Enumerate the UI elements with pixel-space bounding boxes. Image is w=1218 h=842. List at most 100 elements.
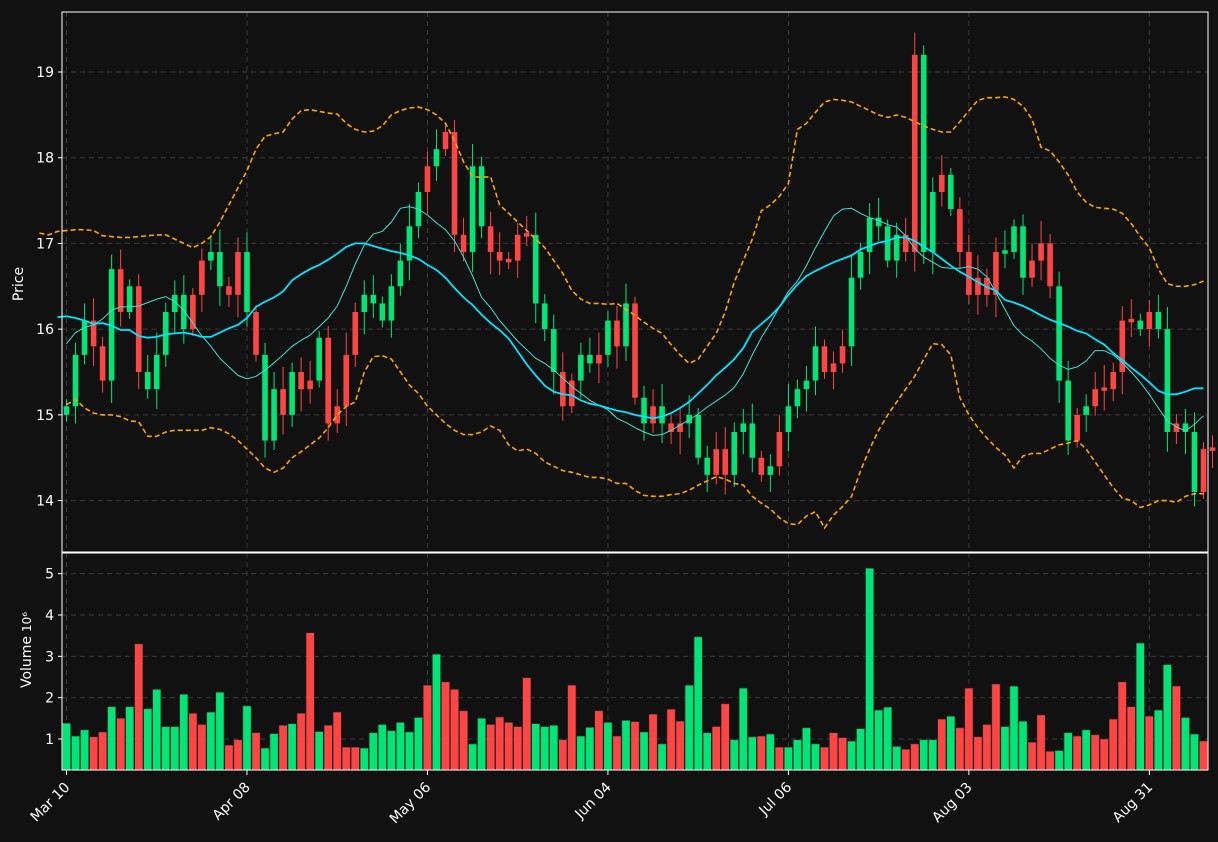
- candle-body: [1101, 387, 1108, 391]
- volume-bar: [477, 718, 486, 771]
- volume-bar: [946, 716, 956, 771]
- candle-body: [1092, 389, 1099, 407]
- candle-body: [343, 354, 350, 407]
- volume-bar: [621, 720, 631, 771]
- price-y-tick-label: 14: [36, 494, 54, 510]
- candle-body: [1119, 320, 1126, 372]
- volume-bar: [991, 683, 1001, 771]
- volume-panel-frame: [61, 552, 1209, 771]
- volume-bar: [666, 708, 676, 771]
- volume-bar: [1009, 685, 1019, 771]
- volume-bar: [161, 726, 171, 771]
- volume-bar: [332, 711, 342, 771]
- candle-body: [830, 363, 837, 372]
- candle-body: [352, 312, 359, 355]
- volume-bar: [1000, 726, 1010, 771]
- volume-bar: [612, 735, 622, 771]
- candle-body: [993, 252, 999, 295]
- volume-bar: [549, 725, 559, 771]
- candle-body: [803, 380, 810, 390]
- volume-bar: [982, 724, 992, 771]
- candle-body: [135, 286, 142, 372]
- candle-body: [523, 233, 530, 237]
- volume-bar: [450, 689, 459, 771]
- volume-bar: [522, 677, 532, 771]
- volume-bar: [576, 735, 586, 771]
- candle-body: [424, 166, 431, 192]
- volume-bar: [811, 743, 820, 771]
- candle-body: [63, 406, 70, 415]
- volume-bar: [486, 724, 495, 771]
- volume-bar: [1199, 740, 1208, 771]
- candle-body: [316, 337, 322, 381]
- candle-body: [911, 54, 918, 252]
- candle-body: [487, 226, 494, 252]
- candle-body: [379, 303, 386, 321]
- volume-bar: [865, 568, 874, 771]
- candle-body: [1191, 432, 1198, 492]
- price-panel: [39, 12, 1216, 552]
- moving-average-short-line: [66, 206, 1204, 436]
- volume-bar: [729, 739, 739, 771]
- candle-body: [460, 234, 467, 252]
- volume-bar: [648, 713, 658, 771]
- volume-bar: [1181, 717, 1190, 771]
- volume-bar: [639, 731, 649, 771]
- volume-bar: [955, 727, 965, 771]
- volume-bar: [504, 722, 513, 771]
- volume-bar: [125, 706, 134, 771]
- candle-body: [713, 449, 720, 475]
- candle-body: [596, 354, 602, 364]
- volume-bar: [323, 725, 333, 771]
- volume-y-tick-label: 3: [45, 649, 54, 665]
- price-y-tick-label: 19: [36, 65, 54, 81]
- candle-body: [226, 286, 232, 295]
- volume-bar: [513, 726, 523, 771]
- candle-body: [966, 252, 972, 295]
- candle-body: [569, 380, 575, 407]
- candle-body: [397, 260, 404, 287]
- volume-bar: [675, 720, 685, 771]
- volume-bar: [784, 747, 793, 771]
- price-y-tick-label: 17: [36, 236, 54, 252]
- candle-body: [758, 457, 765, 475]
- volume-bar: [558, 739, 568, 771]
- candle-body: [839, 346, 846, 364]
- candle-body: [695, 414, 701, 458]
- volume-bar: [1117, 681, 1127, 771]
- candle-body: [1182, 423, 1189, 432]
- candle-body: [1083, 406, 1089, 415]
- volume-y-tick-label: 1: [45, 732, 54, 748]
- volume-bar: [269, 733, 279, 771]
- volume-bar: [459, 710, 468, 771]
- volume-bar: [738, 687, 748, 771]
- candle-body: [1173, 423, 1180, 432]
- volume-bar: [305, 632, 315, 771]
- candle-body: [587, 354, 593, 364]
- volume-bar: [1145, 716, 1154, 771]
- candle-body: [90, 320, 97, 347]
- candle-body: [975, 277, 981, 295]
- candle-body: [361, 294, 368, 312]
- volume-bar: [594, 710, 604, 771]
- volume-bar: [197, 724, 207, 771]
- candle-body: [181, 294, 187, 330]
- candle-body: [433, 149, 440, 167]
- candle-body: [1110, 372, 1117, 390]
- candle-body: [280, 389, 286, 415]
- candle-body: [623, 303, 629, 347]
- volume-bar: [820, 747, 829, 771]
- volume-y-tick-label: 2: [45, 691, 54, 707]
- candle-body: [939, 174, 945, 192]
- volume-bar: [206, 711, 216, 771]
- candle-body: [1200, 449, 1207, 492]
- price-y-tick-label: 16: [36, 322, 54, 338]
- candle-body: [948, 174, 954, 210]
- volume-bar: [973, 736, 983, 771]
- candle-body: [848, 277, 855, 347]
- candle-body: [217, 252, 223, 287]
- volume-bar: [62, 723, 71, 771]
- volume-bar: [1190, 733, 1199, 771]
- candle-body: [659, 406, 665, 424]
